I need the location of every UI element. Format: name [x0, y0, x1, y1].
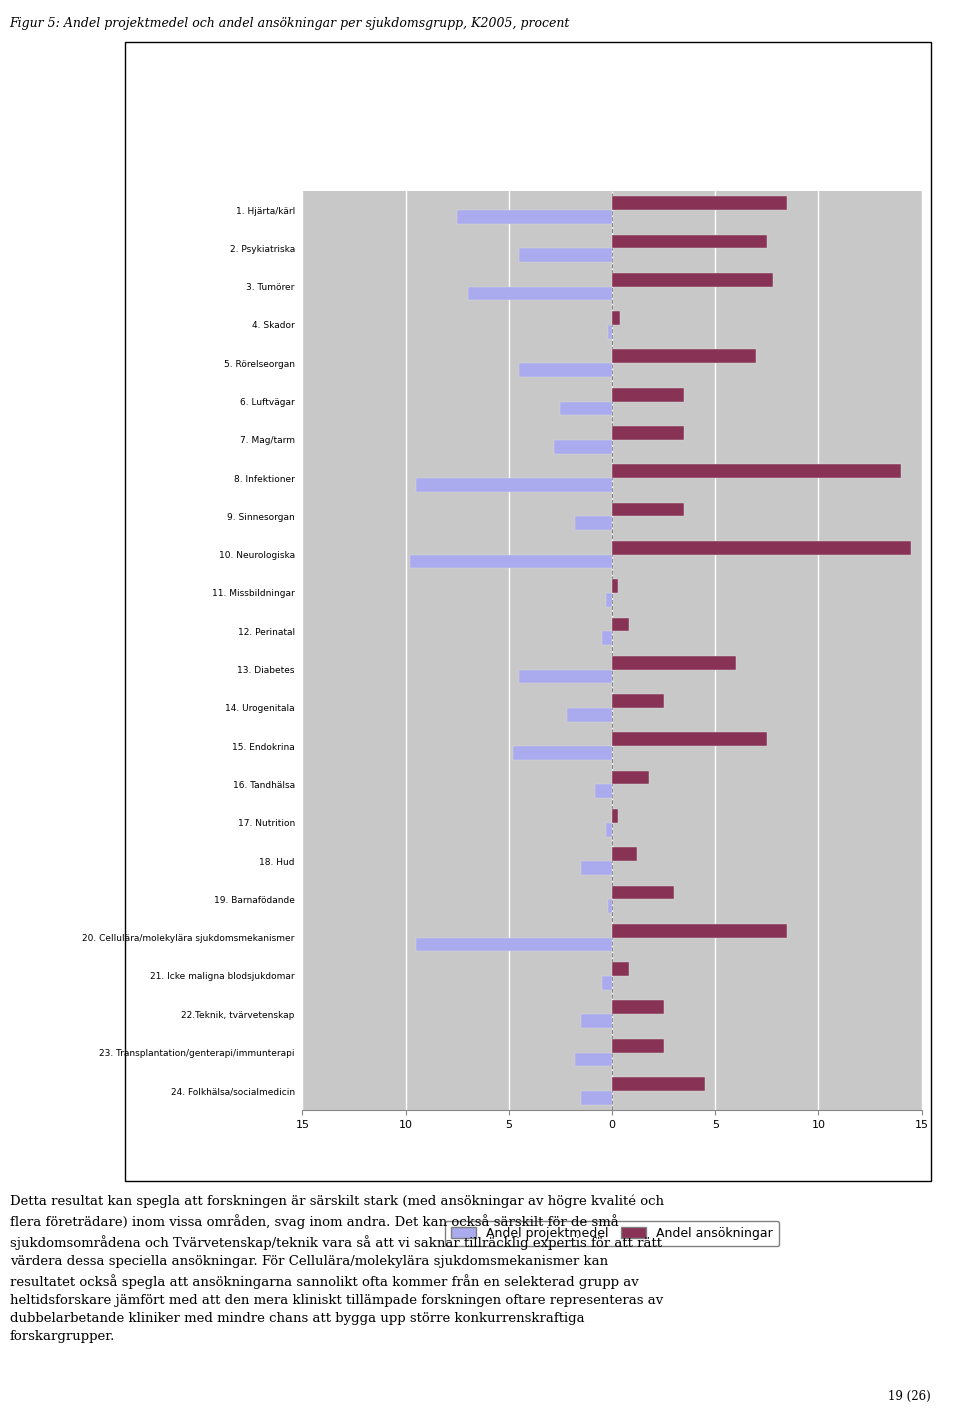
Bar — [612, 885, 674, 899]
Bar — [606, 592, 612, 607]
Bar — [468, 287, 612, 300]
Bar — [416, 478, 612, 492]
Bar — [513, 747, 612, 759]
Bar — [612, 1001, 663, 1014]
Bar — [608, 325, 612, 339]
Bar — [606, 823, 612, 837]
Bar — [457, 211, 612, 223]
Bar — [612, 656, 735, 670]
Bar — [612, 349, 756, 363]
Bar — [612, 580, 618, 592]
Bar — [612, 464, 900, 478]
Bar — [612, 771, 649, 785]
Bar — [581, 861, 612, 875]
Bar — [612, 542, 911, 554]
Bar — [581, 1090, 612, 1104]
Bar — [602, 631, 612, 645]
Bar — [416, 937, 612, 952]
Bar — [554, 440, 612, 454]
Bar — [612, 809, 618, 823]
Bar — [612, 847, 636, 861]
Bar — [519, 670, 612, 683]
Bar — [595, 785, 612, 799]
Bar — [612, 618, 629, 631]
Legend: Andel projektmedel, Andel ansökningar: Andel projektmedel, Andel ansökningar — [444, 1220, 780, 1246]
Bar — [519, 249, 612, 262]
Bar — [612, 197, 787, 211]
Bar — [612, 1039, 663, 1052]
Text: 19 (26): 19 (26) — [888, 1390, 931, 1403]
Bar — [612, 426, 684, 440]
Bar — [581, 1014, 612, 1028]
Bar — [612, 387, 684, 402]
Bar — [566, 708, 612, 721]
Bar — [608, 899, 612, 913]
Text: Detta resultat kan spegla att forskningen är särskilt stark (med ansökningar av : Detta resultat kan spegla att forskninge… — [10, 1195, 663, 1343]
Text: Figur 5: Andel projektmedel och andel ansökningar per sjukdomsgrupp, K2005, proc: Figur 5: Andel projektmedel och andel an… — [10, 17, 570, 30]
Bar — [612, 962, 629, 976]
Bar — [612, 1077, 705, 1090]
Bar — [612, 732, 767, 747]
Bar — [575, 516, 612, 530]
Bar — [602, 976, 612, 990]
Bar — [561, 402, 612, 416]
Bar — [612, 502, 684, 516]
Bar — [612, 923, 787, 937]
Bar — [612, 694, 663, 708]
Bar — [410, 554, 612, 568]
Bar — [519, 363, 612, 378]
Bar — [575, 1052, 612, 1066]
Bar — [612, 311, 620, 325]
Bar — [612, 273, 773, 287]
Bar — [612, 235, 767, 249]
